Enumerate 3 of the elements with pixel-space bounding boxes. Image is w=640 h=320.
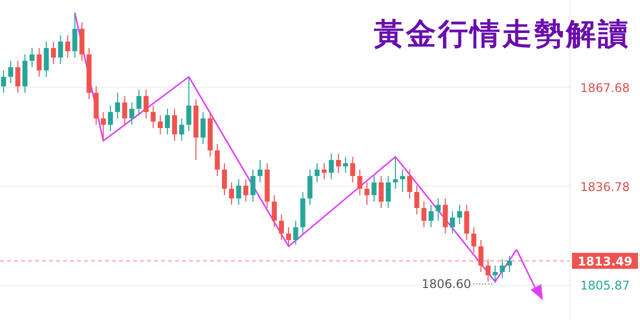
annotation: 1806.60	[422, 276, 472, 291]
ref-label: 1813.49	[578, 254, 632, 268]
title: 黃金行情走勢解讀	[374, 17, 630, 52]
